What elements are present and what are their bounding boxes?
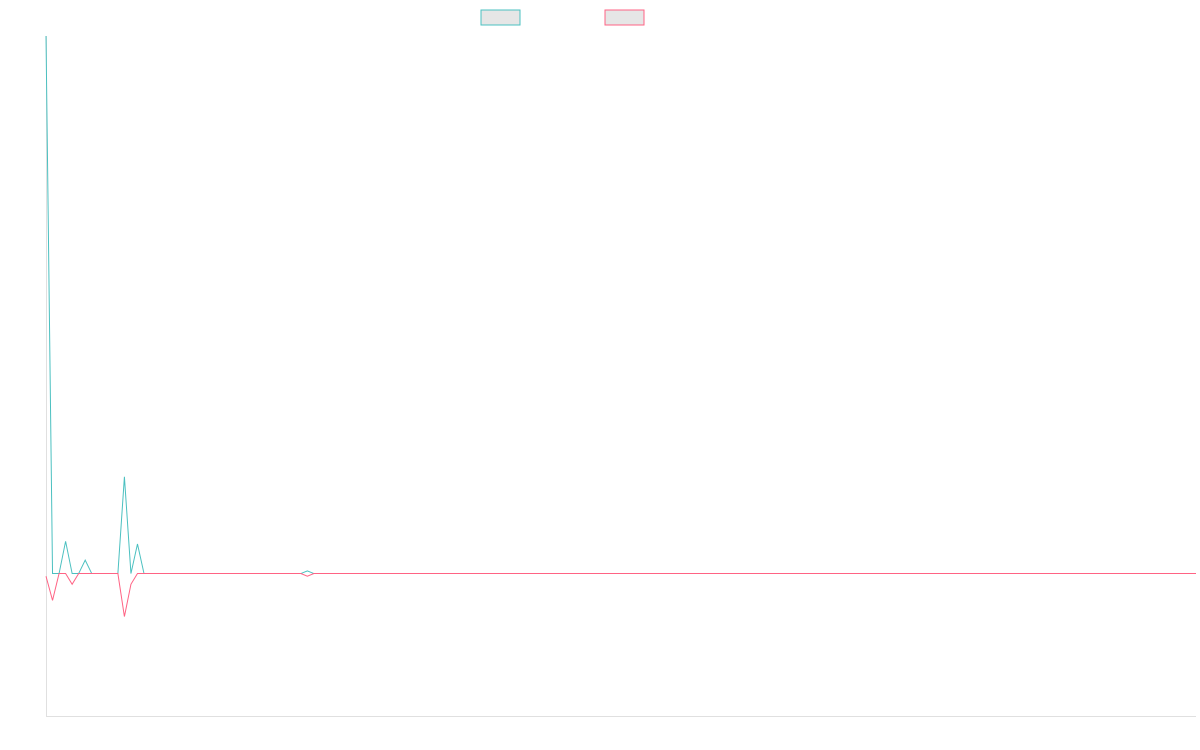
series-line-0[interactable] — [45, 35, 1196, 575]
series-line-1[interactable] — [45, 573, 1196, 617]
axes — [46, 36, 1196, 717]
legend-item-1[interactable] — [604, 9, 645, 26]
legend-swatch-1 — [604, 9, 645, 26]
legend-swatch-0 — [480, 9, 521, 26]
series-layer — [45, 35, 1196, 617]
legend — [480, 9, 645, 26]
legend-item-0[interactable] — [480, 9, 521, 26]
